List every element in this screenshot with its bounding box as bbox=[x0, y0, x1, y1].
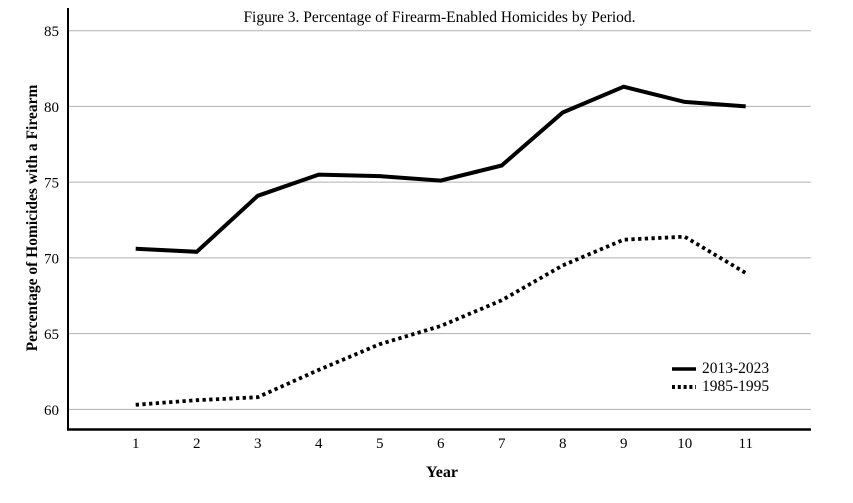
y-tick-label: 60 bbox=[44, 403, 59, 419]
x-tick-label: 6 bbox=[437, 436, 445, 452]
legend-item-1985-1995: 1985-1995 bbox=[671, 378, 769, 396]
x-tick-label: 1 bbox=[132, 436, 140, 452]
y-tick-label: 75 bbox=[44, 176, 59, 192]
y-tick-label: 70 bbox=[44, 251, 59, 267]
x-tick-label: 4 bbox=[315, 436, 323, 452]
series-line-2013-2023 bbox=[135, 84, 746, 254]
x-tick-label: 9 bbox=[620, 436, 628, 452]
x-tick-label: 10 bbox=[677, 436, 692, 452]
x-tick-label: 11 bbox=[739, 436, 753, 452]
x-axis-label: Year bbox=[426, 464, 458, 481]
series-line-1985-1995 bbox=[135, 234, 747, 407]
legend: 2013-2023 1985-1995 bbox=[671, 360, 769, 396]
y-tick-label: 80 bbox=[44, 100, 59, 116]
legend-label: 1985-1995 bbox=[702, 378, 770, 395]
solid-line-icon bbox=[672, 367, 696, 371]
x-tick-label: 7 bbox=[498, 436, 506, 452]
legend-label: 2013-2023 bbox=[702, 360, 770, 377]
x-tick-label: 8 bbox=[559, 436, 567, 452]
x-tick-label: 3 bbox=[254, 436, 262, 452]
y-tick-label: 65 bbox=[44, 327, 59, 343]
x-tick-label: 5 bbox=[376, 436, 384, 452]
y-tick-label: 85 bbox=[44, 24, 59, 40]
chart-title: Figure 3. Percentage of Firearm-Enabled … bbox=[243, 9, 636, 26]
legend-item-2013-2023: 2013-2023 bbox=[671, 360, 769, 378]
x-tick-label: 2 bbox=[193, 436, 201, 452]
dotted-line-icon bbox=[672, 385, 696, 389]
